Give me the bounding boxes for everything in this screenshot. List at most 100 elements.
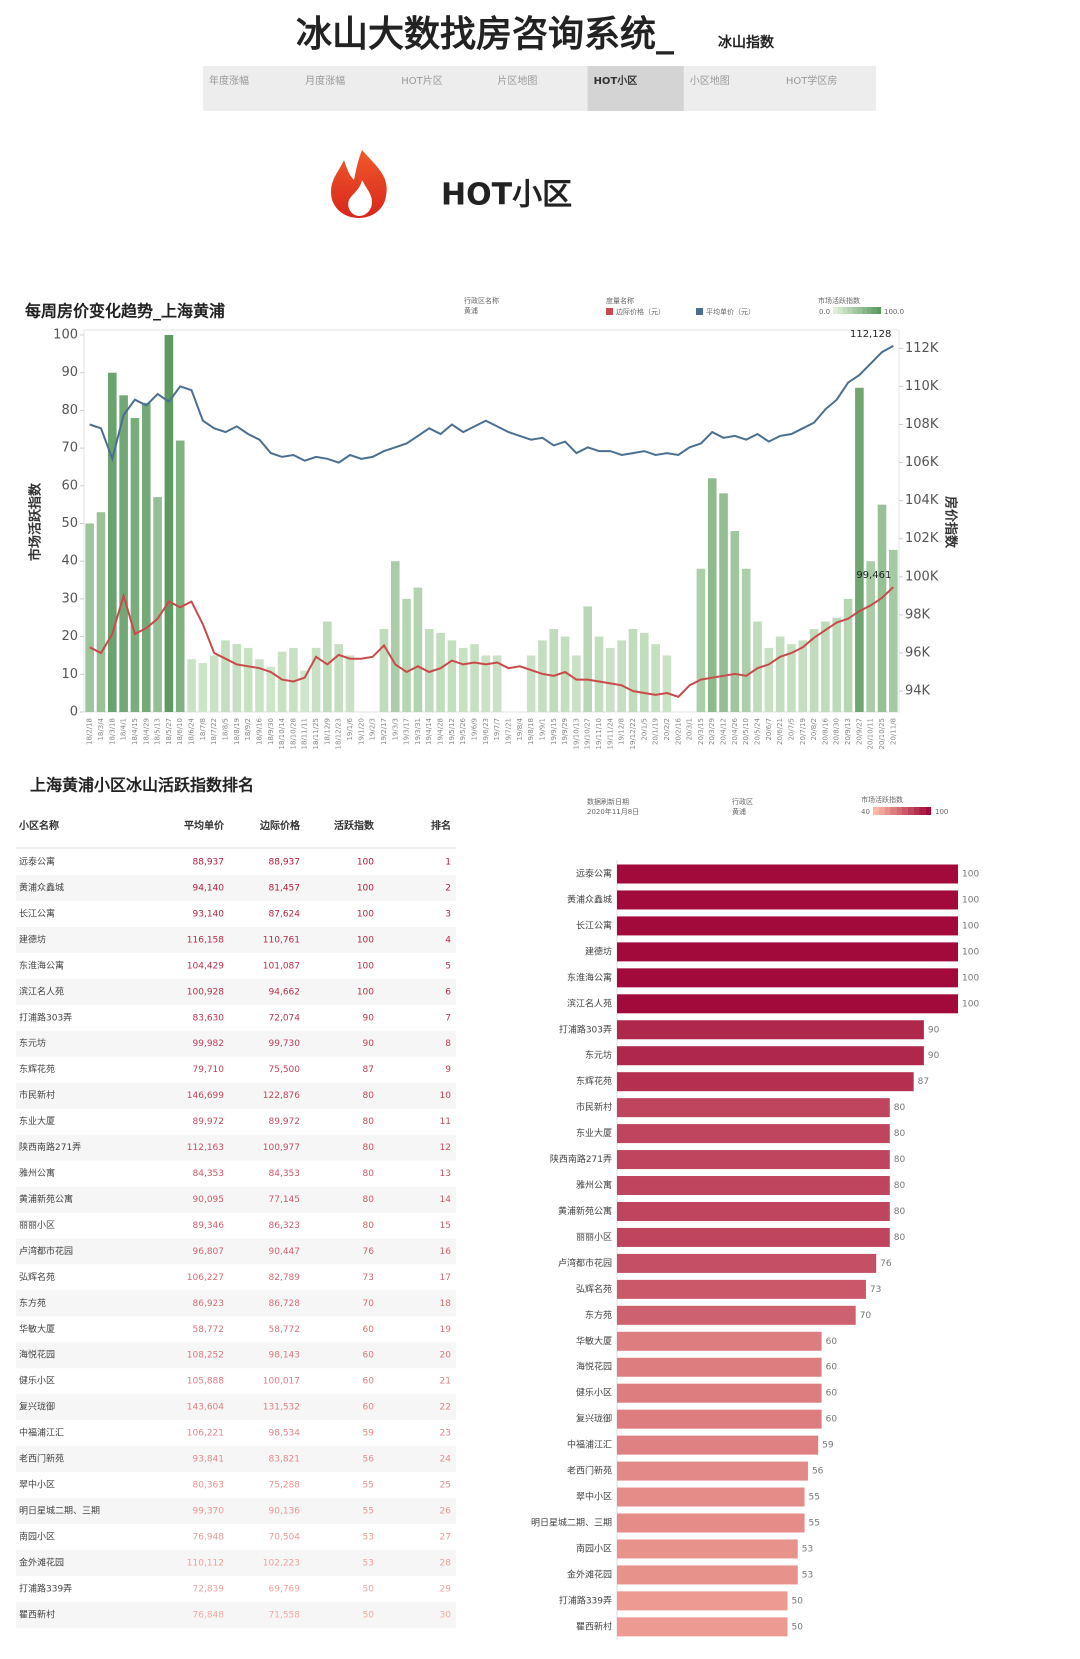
nav-tab[interactable]: 年度涨幅 xyxy=(209,74,249,87)
x-tick-label: 20/7/5 xyxy=(787,718,795,741)
nav-tab[interactable]: HOT片区 xyxy=(401,74,443,87)
legend-swatch xyxy=(606,308,613,315)
row-cell: 71,558 xyxy=(269,1610,301,1620)
activity-bar xyxy=(255,659,264,712)
value-label: 55 xyxy=(809,1493,820,1503)
value-label: 50 xyxy=(792,1596,804,1606)
row-cell: 105,888 xyxy=(187,1377,224,1387)
activity-bar xyxy=(198,662,208,712)
row-cell: 80,363 xyxy=(193,1481,225,1491)
y-tick-label: 70 xyxy=(61,441,78,456)
bar xyxy=(617,1176,890,1196)
row-cell: 80 xyxy=(363,1169,375,1179)
category-label: 健乐小区 xyxy=(576,1387,612,1399)
bar xyxy=(617,942,958,962)
row-cell: 131,532 xyxy=(263,1403,300,1413)
value-label: 100 xyxy=(962,895,979,905)
filter-value: 黄浦 xyxy=(464,306,478,315)
value-label: 60 xyxy=(826,1389,838,1399)
bar xyxy=(617,1513,805,1533)
value-label: 112,128 xyxy=(850,329,891,340)
category-label: 瞿西新村 xyxy=(576,1620,612,1632)
y-tick-label: 30 xyxy=(61,591,78,606)
activity-bar xyxy=(549,629,559,712)
row-cell: 101,087 xyxy=(263,961,300,971)
activity-bar xyxy=(821,621,830,712)
flame-icon xyxy=(331,150,387,218)
x-tick-label: 20/10/25 xyxy=(878,718,886,749)
row-cell: 50 xyxy=(363,1610,375,1620)
color-legend-title: 市场活跃指数 xyxy=(818,296,860,305)
activity-bar xyxy=(651,644,660,712)
filter-value: 黄浦 xyxy=(732,807,746,816)
row-cell: 15 xyxy=(440,1221,451,1231)
category-label: 长江公寓 xyxy=(576,919,612,931)
row-cell: 81,457 xyxy=(269,883,301,893)
nav-tab[interactable]: HOT小区 xyxy=(594,74,638,87)
y2-tick-label: 98K xyxy=(905,607,931,622)
activity-bar xyxy=(447,640,457,712)
value-label: 80 xyxy=(894,1103,906,1113)
row-cell: 28 xyxy=(440,1558,452,1568)
row-cell: 96,807 xyxy=(193,1247,225,1257)
x-tick-label: 18/7/22 xyxy=(210,718,218,745)
row-cell: 89,346 xyxy=(193,1221,225,1231)
nav-tab[interactable]: 片区地图 xyxy=(497,74,537,87)
activity-bar xyxy=(628,629,638,712)
bar xyxy=(617,1020,924,1040)
x-tick-label: 18/2/18 xyxy=(86,718,94,745)
row-cell: 70 xyxy=(363,1299,375,1309)
x-tick-label: 18/11/11 xyxy=(301,718,309,749)
value-label: 87 xyxy=(918,1077,929,1087)
activity-bar xyxy=(402,598,411,712)
row-name: 远泰公寓 xyxy=(19,856,55,868)
row-stripe xyxy=(16,926,456,953)
row-stripe xyxy=(16,1446,456,1473)
row-cell: 100 xyxy=(357,935,374,945)
row-cell: 20 xyxy=(440,1351,452,1361)
x-tick-label: 18/8/19 xyxy=(233,718,241,745)
value-label: 60 xyxy=(826,1415,838,1425)
nav-tab[interactable]: HOT学区房 xyxy=(786,74,838,87)
row-cell: 87 xyxy=(363,1065,374,1075)
row-cell: 88,937 xyxy=(193,858,225,868)
column-header: 排名 xyxy=(431,819,451,832)
row-name: 打浦路339弄 xyxy=(19,1582,72,1594)
x-tick-label: 19/2/3 xyxy=(369,718,377,741)
refresh-label: 数据刷新日期 xyxy=(587,797,629,806)
activity-bar xyxy=(277,651,287,712)
row-cell: 17 xyxy=(440,1273,451,1283)
activity-bar xyxy=(832,617,842,712)
nav-tab[interactable]: 小区地图 xyxy=(690,74,730,87)
category-label: 海悦花园 xyxy=(576,1361,612,1373)
value-label: 80 xyxy=(894,1207,906,1217)
x-tick-label: 20/7/19 xyxy=(799,718,807,745)
activity-bar xyxy=(289,647,298,712)
row-cell: 110,761 xyxy=(263,935,300,945)
value-label: 80 xyxy=(894,1155,906,1165)
row-stripe xyxy=(16,1601,456,1628)
value-label: 100 xyxy=(962,999,979,1009)
row-name: 弘辉名苑 xyxy=(19,1271,55,1283)
y-tick-label: 0 xyxy=(70,705,78,720)
row-cell: 86,323 xyxy=(269,1221,301,1231)
y2-tick-label: 100K xyxy=(905,569,939,584)
value-label: 55 xyxy=(809,1519,820,1529)
activity-bar xyxy=(243,647,253,712)
color-legend-step xyxy=(919,807,926,815)
row-cell: 83,630 xyxy=(193,1013,225,1023)
x-tick-label: 18/5/13 xyxy=(154,718,162,745)
x-tick-label: 20/4/12 xyxy=(720,718,728,745)
color-legend-step xyxy=(902,807,908,815)
value-label: 80 xyxy=(894,1181,906,1191)
activity-bar xyxy=(719,493,728,712)
color-legend-step xyxy=(861,307,867,314)
x-tick-label: 19/4/28 xyxy=(437,718,445,745)
category-label: 老西门新苑 xyxy=(567,1465,612,1477)
bar xyxy=(617,968,958,988)
activity-bar xyxy=(209,655,219,712)
x-tick-label: 18/3/4 xyxy=(97,717,105,740)
nav-tab[interactable]: 月度涨幅 xyxy=(305,74,345,87)
